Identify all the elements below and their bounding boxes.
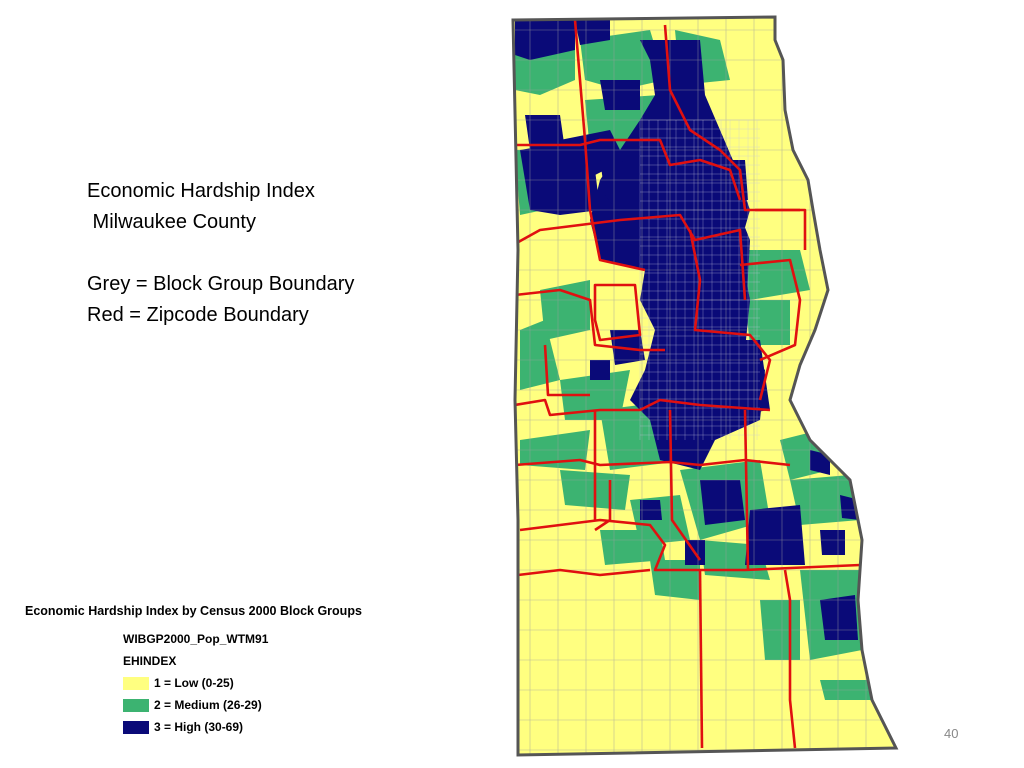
high-hardship-area-12 xyxy=(745,505,805,565)
zipcode-boundary-line-7 xyxy=(514,398,771,417)
high-hardship-area-15 xyxy=(820,530,845,555)
map-description: Economic Hardship Index Milwaukee County… xyxy=(87,176,354,331)
medium-hardship-area-12 xyxy=(600,530,665,565)
legend-label-high: 3 = High (30-69) xyxy=(154,720,244,734)
high-hardship-area-11 xyxy=(700,480,745,525)
zipcode-boundaries xyxy=(513,19,861,749)
ehindex-choropleth xyxy=(513,17,896,755)
zipcode-boundary-line-10 xyxy=(668,409,702,561)
high-hardship-area-3 xyxy=(600,80,640,110)
zipcode-boundary-line-6 xyxy=(688,229,772,401)
high-hardship-area-8 xyxy=(690,215,750,330)
zipcode-boundary-line-1 xyxy=(573,19,646,272)
legend-swatch-medium xyxy=(123,699,149,712)
high-hardship-area-7 xyxy=(600,160,700,220)
high-hardship-area-16 xyxy=(820,595,858,640)
zipcode-boundary-line-0 xyxy=(513,138,742,201)
zipcode-boundary-line-5 xyxy=(514,288,665,352)
zipcode-boundary-line-13 xyxy=(517,568,651,577)
legend-swatch-high xyxy=(123,721,149,734)
zipcode-boundary-line-15 xyxy=(783,569,797,749)
red-boundary-note: Red = Zipcode Boundary xyxy=(87,304,309,326)
zipcode-boundary-line-3 xyxy=(513,213,747,301)
slide-title: Economic Hardship Index xyxy=(87,180,315,202)
high-hardship-area-20 xyxy=(590,360,610,380)
page-number: 40 xyxy=(944,726,959,741)
zipcode-boundary-line-2 xyxy=(663,24,800,212)
legend-field-name: EHINDEX xyxy=(123,654,177,668)
zipcode-boundary-line-11 xyxy=(743,409,750,571)
legend-layer-name: WIBGP2000_Pop_WTM91 xyxy=(123,632,269,646)
county-outline xyxy=(511,15,899,757)
zipcode-boundary-line-4 xyxy=(593,283,642,342)
legend-swatch-low xyxy=(123,677,149,690)
zipcode-boundary-line-19 xyxy=(594,480,612,532)
zipcode-boundary-line-18 xyxy=(543,344,590,397)
zipcode-boundary-line-17 xyxy=(739,258,802,362)
grey-boundary-note: Grey = Block Group Boundary xyxy=(87,273,355,295)
high-hardship-area-2 xyxy=(525,115,565,150)
zipcode-boundary-line-14 xyxy=(698,569,704,749)
medium-hardship-area-6 xyxy=(560,370,630,420)
legend-label-low: 1 = Low (0-25) xyxy=(154,676,234,690)
medium-hardship-area-21 xyxy=(745,300,790,345)
slide-subtitle: Milwaukee County xyxy=(87,211,256,233)
zipcode-boundary-line-16 xyxy=(755,208,807,250)
high-hardship-area-1 xyxy=(575,20,610,45)
legend-heading: Economic Hardship Index by Census 2000 B… xyxy=(25,604,362,618)
legend-label-medium: 2 = Medium (26-29) xyxy=(154,698,262,712)
